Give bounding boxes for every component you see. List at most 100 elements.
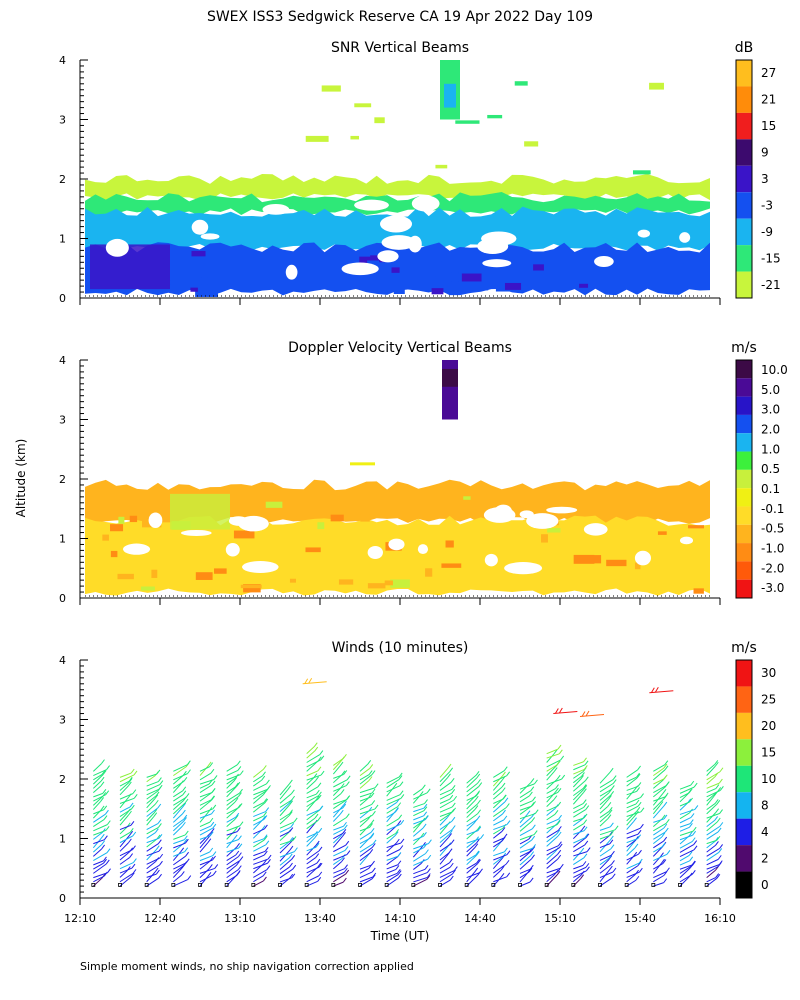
wind-barb-feather — [502, 794, 507, 800]
wind-barb-feather — [691, 860, 696, 866]
wind-barb — [333, 873, 346, 883]
wind-barb — [359, 780, 370, 789]
wind-barb — [386, 835, 396, 844]
y-tick-label: 2 — [59, 473, 66, 486]
wind-barb-feather — [372, 872, 377, 878]
wind-barb-feather — [558, 814, 562, 820]
wind-barb — [546, 778, 558, 790]
time-tick-label: 12:10 — [64, 912, 96, 925]
wind-barb — [412, 821, 423, 833]
wind-barb-feather — [107, 868, 111, 874]
colorbar-swatch — [736, 488, 752, 507]
wind-barb — [93, 824, 108, 832]
doppler-gap — [634, 550, 652, 566]
wind-barb-feather — [158, 833, 163, 839]
wind-barb-feather — [181, 821, 186, 827]
wind-barb — [679, 792, 690, 799]
snr-speckle — [163, 258, 186, 264]
snr-gap — [262, 204, 290, 215]
wind-barb-feather — [370, 827, 375, 833]
wind-barb — [599, 829, 616, 836]
wind-calm-marker — [704, 883, 709, 887]
wind-barb-feather — [690, 813, 695, 818]
wind-barb-feather — [185, 793, 190, 798]
wind-barb-feather — [293, 817, 298, 823]
wind-barb-feather — [313, 742, 318, 747]
wind-barb — [546, 753, 560, 759]
wind-barb-feather — [100, 797, 105, 802]
wind-barb-feather — [451, 788, 456, 794]
wind-barb-feather — [610, 785, 615, 790]
wind-barb-feather — [449, 862, 454, 868]
wind-barb — [626, 810, 638, 822]
wind-barb — [199, 821, 211, 828]
wind-barb — [466, 840, 476, 848]
doppler-speckle — [385, 511, 402, 516]
wind-barb-feather — [181, 809, 186, 815]
colorbar-swatch — [736, 506, 752, 525]
wind-barb-feather — [207, 761, 212, 767]
winds-barbs — [91, 678, 724, 887]
wind-barb-feather — [183, 814, 188, 820]
wind-barb-feather — [210, 828, 215, 833]
wind-barb — [119, 814, 129, 826]
wind-barb — [146, 843, 159, 852]
doppler-speckle — [243, 584, 261, 593]
snr-upper-cell — [632, 170, 651, 175]
wind-barb — [146, 871, 156, 883]
wind-barb-feather — [585, 863, 590, 868]
wind-barb-feather — [105, 790, 110, 795]
wind-barb — [413, 847, 425, 854]
wind-barb — [306, 857, 317, 865]
wind-barb — [466, 837, 481, 844]
doppler-green-patch — [170, 493, 230, 530]
wind-barb — [279, 783, 290, 796]
wind-barb — [706, 848, 720, 857]
wind-barb — [119, 812, 128, 822]
wind-barb-feather — [102, 770, 107, 775]
wind-barb — [146, 877, 159, 887]
wind-barb — [439, 829, 453, 839]
colorbar-swatch — [736, 579, 752, 598]
wind-barb — [413, 792, 428, 800]
wind-barb — [626, 790, 637, 796]
wind-barb-feather — [558, 749, 563, 755]
wind-barb-feather — [318, 846, 323, 852]
doppler-speckle — [441, 563, 462, 568]
doppler-speckle — [367, 583, 386, 589]
wind-barb-feather — [153, 812, 158, 818]
wind-barb — [253, 844, 267, 852]
wind-barb-feather — [451, 816, 456, 822]
doppler-colorbar: 10.0 5.0 3.0 2.0 1.0 0.5 0.1 -0.1 -0.5 -1.0 -2.0 -3… — [735, 359, 788, 599]
wind-barb — [466, 786, 480, 797]
wind-barb — [572, 829, 583, 840]
wind-barb-feather — [689, 856, 694, 862]
wind-barb — [493, 791, 503, 800]
wind-barb-feather — [530, 778, 535, 783]
wind-barb-feather — [501, 827, 506, 832]
wind-barb — [466, 774, 477, 784]
wind-barb-feather — [371, 770, 376, 775]
wind-barb — [386, 794, 401, 801]
wind-barb — [679, 860, 690, 866]
wind-barb — [413, 868, 426, 875]
wind-barb-feather — [477, 799, 481, 805]
wind-barb — [679, 864, 693, 870]
wind-barb-feather — [715, 808, 720, 813]
wind-barb — [599, 859, 610, 870]
wind-barb-feather — [476, 851, 480, 856]
wind-barb-feather — [506, 771, 511, 777]
wind-barb — [386, 818, 399, 827]
wind-barb-feather — [368, 770, 373, 775]
wind-barb — [546, 871, 558, 878]
wind-barb-feather — [212, 870, 217, 876]
wind-barb — [493, 863, 507, 874]
wind-barb — [173, 800, 184, 810]
wind-barb — [546, 778, 562, 786]
wind-calm-marker — [144, 883, 149, 887]
wind-barb-feather — [633, 851, 638, 857]
snr-upper-cell — [649, 82, 664, 90]
wind-barb-feather — [558, 843, 563, 849]
time-axis-tick-labels: 12:10 12:40 13:10 13:40 14:10 14:40 15:10 15:40… — [64, 912, 736, 925]
